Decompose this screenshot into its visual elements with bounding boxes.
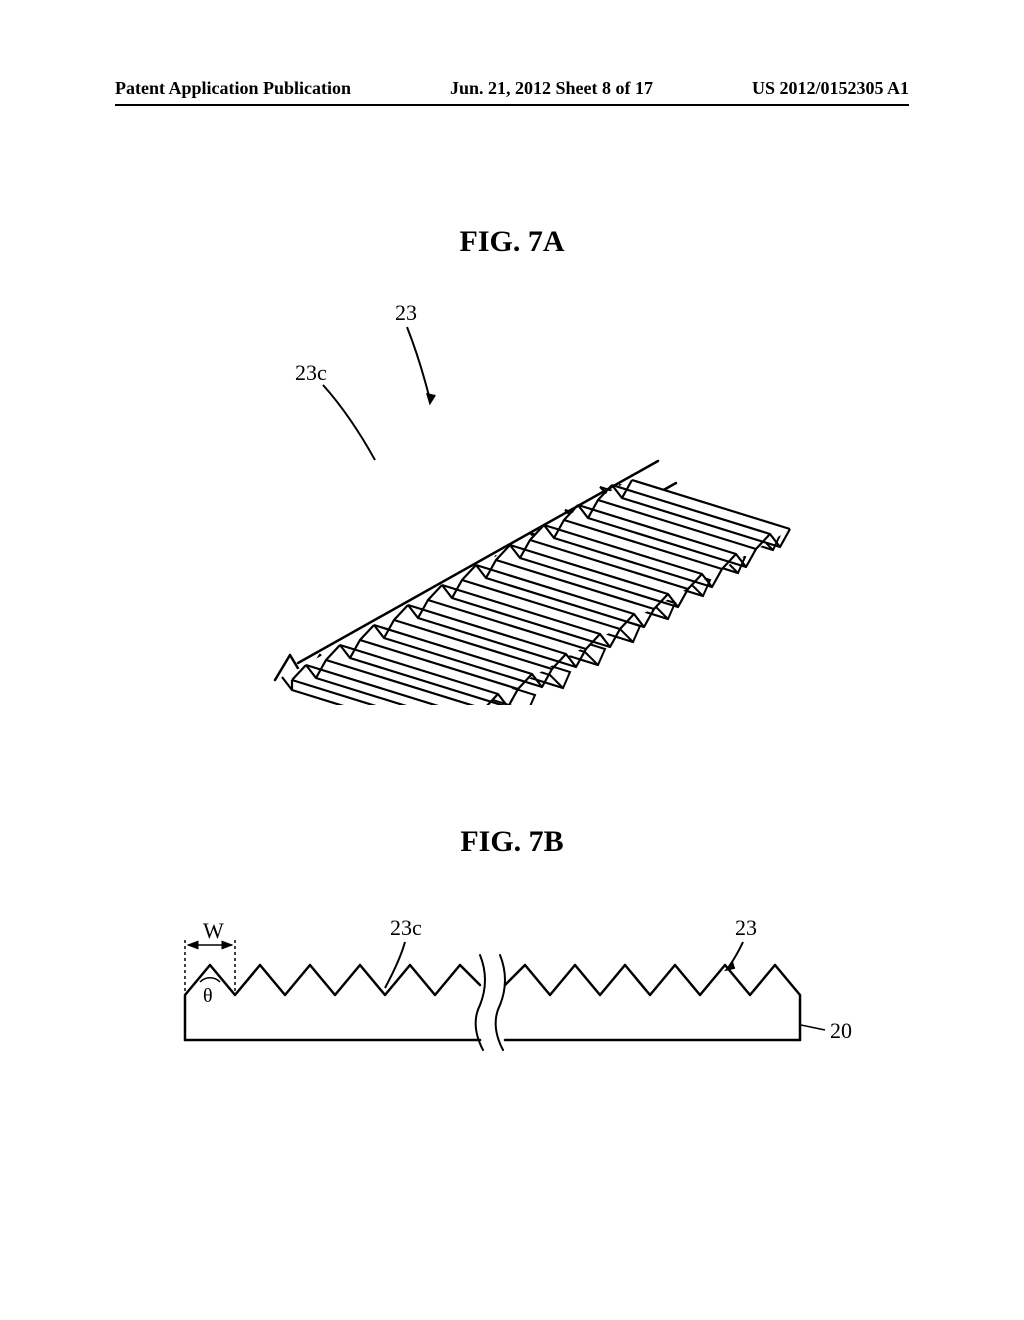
figure-7a-svg: 23 23c <box>220 285 800 705</box>
page-header: Patent Application Publication Jun. 21, … <box>0 78 1024 99</box>
label-20: 20 <box>830 1018 852 1043</box>
header-divider <box>115 104 909 106</box>
label-theta: θ <box>203 985 213 1007</box>
header-center: Jun. 21, 2012 Sheet 8 of 17 <box>450 78 653 99</box>
figure-7b: W θ 23c 23 20 <box>165 910 865 1090</box>
figure-7b-svg: W θ 23c 23 20 <box>165 910 865 1090</box>
figure-7a: 23 23c <box>220 285 800 705</box>
figure-7b-title: FIG. 7B <box>460 825 563 859</box>
label-23c: 23c <box>295 360 327 385</box>
header-right: US 2012/0152305 A1 <box>752 78 909 99</box>
label-23-b: 23 <box>735 915 757 940</box>
label-23: 23 <box>395 300 417 325</box>
label-23c-b: 23c <box>390 915 422 940</box>
header-left: Patent Application Publication <box>115 78 351 99</box>
figure-7a-title: FIG. 7A <box>460 225 565 259</box>
label-w: W <box>203 918 224 943</box>
